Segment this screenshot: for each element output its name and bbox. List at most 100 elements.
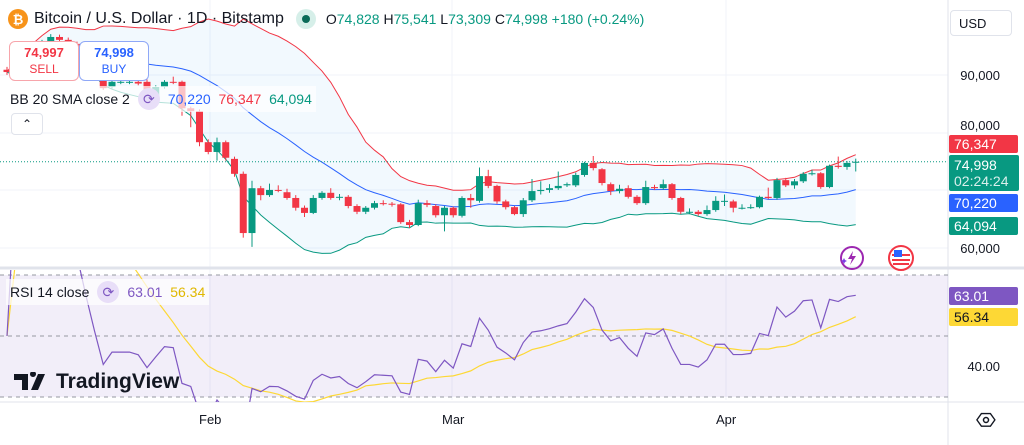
candle-body [677, 197, 685, 212]
candle-body [843, 162, 851, 167]
refresh-icon[interactable]: ⟳ [137, 88, 160, 110]
candle-body [449, 207, 457, 216]
close-value: 74,998 [504, 11, 548, 27]
candle-body [108, 81, 116, 87]
candle-body [598, 169, 606, 184]
price-axis-label: 80,000 [960, 118, 1000, 133]
bb-basis-value: 70,220 [167, 91, 211, 107]
candle-body [344, 196, 352, 207]
buy-button[interactable]: 74,998 BUY [79, 41, 149, 81]
bb-lower-value: 64,094 [269, 91, 312, 107]
candle-body [764, 196, 772, 198]
market-status-icon[interactable] [295, 9, 316, 29]
bb-lower-price-label: 64,094 [949, 217, 1018, 235]
candle-body [834, 165, 842, 167]
candle-body [222, 142, 230, 158]
candle-body [502, 201, 510, 208]
candle-body [537, 189, 545, 192]
candle-body [791, 181, 798, 186]
candle-body [817, 173, 825, 188]
candle-body [554, 185, 562, 189]
candle-body [607, 184, 615, 192]
candle-body [659, 184, 667, 189]
candle-body [239, 173, 247, 234]
candle-body [808, 173, 816, 175]
candle-body [686, 211, 693, 213]
time-axis-label: Feb [199, 412, 222, 427]
tradingview-logo-icon [14, 372, 45, 390]
candle-body [668, 184, 676, 198]
bb-basis-price-label: 70,220 [949, 194, 1018, 212]
candle-body [493, 185, 501, 202]
low-value: 73,309 [448, 11, 491, 27]
candle-body [379, 203, 387, 205]
candle-body [782, 180, 790, 186]
rsi-price-label: 63.01 [949, 287, 1018, 305]
candle-body [231, 158, 238, 174]
candle-body [729, 201, 737, 208]
candle-body [712, 200, 720, 211]
candle-body [476, 176, 483, 201]
candle-body [756, 196, 763, 208]
candle-body [47, 36, 55, 43]
bb-legend[interactable]: BB 20 SMA close 2 ⟳ 70,220 76,347 64,094 [6, 86, 316, 112]
change-value: +180 (+0.24%) [551, 11, 645, 27]
candle-body [336, 196, 343, 198]
candle-body [519, 200, 527, 215]
candle-body [309, 197, 317, 213]
collapse-legend-button[interactable]: ⌃ [11, 113, 43, 135]
candle-body [388, 203, 396, 205]
bb-upper-line [6, 18, 856, 191]
rsi-name: RSI 14 close [10, 284, 90, 300]
candle-body [414, 203, 422, 225]
refresh-icon[interactable]: ⟳ [97, 281, 120, 303]
symbol-legend: ₿ Bitcoin / U.S. Dollar · 1D · Bitstamp … [8, 9, 644, 29]
candle-body [292, 197, 300, 208]
candle-body [126, 81, 133, 83]
candle-body [721, 200, 728, 202]
last-price-label: 74,998 02:24:24 [949, 155, 1019, 191]
candle-body [318, 192, 326, 198]
candle-body [572, 174, 580, 186]
candle-body [406, 222, 413, 225]
candle-body [642, 187, 650, 204]
candle-body [624, 188, 632, 197]
candle-body [852, 161, 860, 163]
candle-body [301, 207, 308, 213]
us-flag-icon[interactable] [888, 245, 914, 271]
rsi-ma-value: 56.34 [170, 284, 206, 300]
rsi-value: 63.01 [127, 284, 163, 300]
time-axis-label: Apr [716, 412, 737, 427]
candle-body [651, 187, 658, 189]
symbol-title[interactable]: Bitcoin / U.S. Dollar · 1D · Bitstamp [34, 10, 284, 27]
bb-name: BB 20 SMA close 2 [10, 91, 130, 107]
currency-button[interactable]: USD [950, 10, 1012, 36]
open-value: 74,828 [336, 11, 380, 27]
candle-body [134, 81, 142, 84]
candle-body [703, 210, 711, 215]
time-axis-label: Mar [442, 412, 465, 427]
candle-body [581, 162, 588, 175]
candle-body [738, 207, 746, 209]
tradingview-logo[interactable]: TradingView [14, 370, 179, 394]
candle-body [458, 197, 466, 216]
bb-upper-value: 76,347 [218, 91, 262, 107]
ai-lightning-icon[interactable] [838, 245, 864, 271]
candle-body [546, 188, 553, 190]
candle-body [117, 81, 125, 83]
candle-body [283, 192, 291, 198]
candle-body [169, 81, 177, 83]
high-value: 75,541 [393, 11, 437, 27]
rsi-legend[interactable]: RSI 14 close ⟳ 63.01 56.34 [6, 279, 210, 305]
candle-body [196, 111, 203, 143]
candle-body [589, 162, 597, 169]
bb-upper-price-label: 76,347 [949, 135, 1018, 153]
rsi-line [6, 270, 856, 402]
chart-settings-icon[interactable] [976, 410, 996, 430]
candle-body [257, 188, 265, 196]
candle-body [773, 180, 781, 198]
candle-body [441, 207, 448, 216]
sell-button[interactable]: 74,997 SELL [9, 41, 79, 81]
bitcoin-icon: ₿ [8, 9, 28, 29]
